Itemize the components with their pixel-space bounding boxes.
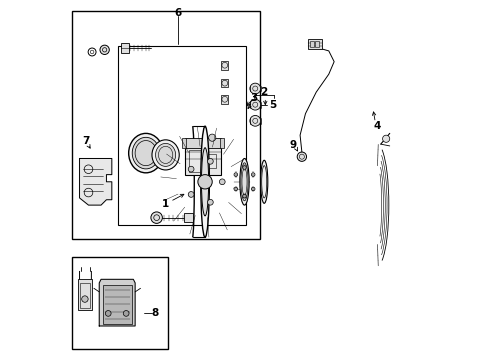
Circle shape xyxy=(249,83,260,94)
Circle shape xyxy=(151,212,162,224)
Bar xyxy=(309,41,313,47)
Bar xyxy=(78,279,92,310)
Circle shape xyxy=(251,187,254,191)
Bar xyxy=(307,39,322,49)
Circle shape xyxy=(105,311,111,316)
Ellipse shape xyxy=(201,148,208,216)
Text: 6: 6 xyxy=(174,8,182,18)
Circle shape xyxy=(234,173,237,176)
Bar xyxy=(121,43,128,53)
Bar xyxy=(118,45,245,225)
Bar xyxy=(220,138,224,148)
Bar xyxy=(188,150,203,172)
Ellipse shape xyxy=(239,158,249,205)
Circle shape xyxy=(219,179,224,185)
Circle shape xyxy=(208,134,215,141)
Circle shape xyxy=(242,166,246,169)
Ellipse shape xyxy=(152,140,179,170)
Circle shape xyxy=(242,194,246,198)
Polygon shape xyxy=(99,279,135,326)
Ellipse shape xyxy=(260,160,267,203)
Bar xyxy=(80,283,90,308)
Text: 9: 9 xyxy=(289,140,296,150)
Text: 7: 7 xyxy=(82,136,89,145)
Circle shape xyxy=(249,99,260,110)
Circle shape xyxy=(249,116,260,126)
Text: 5: 5 xyxy=(268,100,276,110)
Ellipse shape xyxy=(155,143,175,166)
Polygon shape xyxy=(80,158,112,205)
Bar xyxy=(221,61,228,69)
Bar xyxy=(221,79,228,87)
Circle shape xyxy=(81,296,88,302)
Bar xyxy=(185,138,221,148)
Circle shape xyxy=(207,199,213,205)
Text: 4: 4 xyxy=(373,121,380,131)
Circle shape xyxy=(100,45,109,54)
Circle shape xyxy=(234,187,237,191)
Circle shape xyxy=(382,135,389,142)
Text: 1: 1 xyxy=(162,199,169,209)
Ellipse shape xyxy=(132,137,159,169)
Ellipse shape xyxy=(201,126,209,237)
Text: 3: 3 xyxy=(250,93,257,103)
Bar xyxy=(183,213,192,222)
Bar xyxy=(221,95,228,104)
Circle shape xyxy=(198,175,212,189)
Bar xyxy=(185,143,221,175)
Circle shape xyxy=(188,192,194,197)
Circle shape xyxy=(251,173,254,176)
Bar xyxy=(204,154,215,168)
Bar xyxy=(72,12,260,239)
Bar xyxy=(72,257,168,348)
Ellipse shape xyxy=(241,163,247,201)
Ellipse shape xyxy=(128,134,163,173)
Text: 8: 8 xyxy=(151,309,158,318)
Text: 2: 2 xyxy=(260,87,267,97)
Bar xyxy=(102,285,131,324)
Circle shape xyxy=(297,152,306,161)
Bar xyxy=(182,138,185,148)
Circle shape xyxy=(123,311,129,316)
Circle shape xyxy=(188,166,194,172)
Bar xyxy=(314,41,318,47)
Circle shape xyxy=(207,158,213,164)
